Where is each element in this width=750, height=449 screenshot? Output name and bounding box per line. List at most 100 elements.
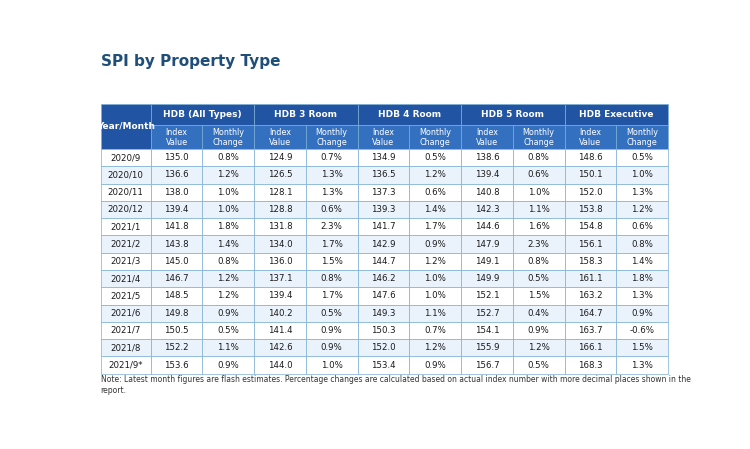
Bar xyxy=(616,304,668,322)
Bar xyxy=(358,218,410,235)
Bar xyxy=(151,125,202,149)
Text: Monthly
Change: Monthly Change xyxy=(419,128,452,147)
Bar xyxy=(565,184,616,201)
Text: 139.4: 139.4 xyxy=(164,205,189,214)
Text: 0.8%: 0.8% xyxy=(632,239,653,249)
Bar xyxy=(410,184,461,201)
Text: 142.3: 142.3 xyxy=(475,205,500,214)
Bar xyxy=(616,218,668,235)
Bar xyxy=(565,149,616,166)
Text: 2021/8: 2021/8 xyxy=(110,343,141,352)
Text: 134.9: 134.9 xyxy=(371,153,396,162)
Bar xyxy=(151,253,202,270)
Text: 0.9%: 0.9% xyxy=(321,343,343,352)
Bar xyxy=(565,235,616,253)
Text: 137.1: 137.1 xyxy=(268,274,292,283)
Bar xyxy=(461,149,513,166)
Text: 1.2%: 1.2% xyxy=(217,170,239,180)
Text: 0.5%: 0.5% xyxy=(528,361,550,370)
Text: 131.8: 131.8 xyxy=(268,222,292,231)
Bar xyxy=(461,270,513,287)
Bar xyxy=(254,184,306,201)
Text: 1.2%: 1.2% xyxy=(217,291,239,300)
Text: Index
Value: Index Value xyxy=(373,128,394,147)
Text: 1.2%: 1.2% xyxy=(632,205,653,214)
Bar xyxy=(410,125,461,149)
Bar xyxy=(202,235,254,253)
Bar xyxy=(513,218,565,235)
Text: 155.9: 155.9 xyxy=(475,343,500,352)
Bar xyxy=(202,287,254,304)
Bar xyxy=(513,304,565,322)
Bar xyxy=(461,253,513,270)
Text: 156.1: 156.1 xyxy=(578,239,603,249)
Text: Monthly
Change: Monthly Change xyxy=(523,128,555,147)
Bar xyxy=(202,339,254,357)
Text: 1.1%: 1.1% xyxy=(424,308,446,318)
Text: 0.5%: 0.5% xyxy=(321,308,343,318)
Bar xyxy=(461,339,513,357)
Text: 0.5%: 0.5% xyxy=(217,326,239,335)
Text: 139.4: 139.4 xyxy=(268,291,292,300)
Text: 0.7%: 0.7% xyxy=(321,153,343,162)
Text: -0.6%: -0.6% xyxy=(630,326,655,335)
Bar xyxy=(410,339,461,357)
Text: 2020/10: 2020/10 xyxy=(108,170,143,180)
Bar xyxy=(565,270,616,287)
Text: 0.6%: 0.6% xyxy=(632,222,653,231)
Bar xyxy=(616,253,668,270)
Bar xyxy=(254,304,306,322)
Text: 1.0%: 1.0% xyxy=(424,274,446,283)
Text: HDB (All Types): HDB (All Types) xyxy=(163,110,242,119)
Bar xyxy=(100,339,151,357)
Text: Note: Latest month figures are flash estimates. Percentage changes are calculate: Note: Latest month figures are flash est… xyxy=(100,375,691,395)
Bar xyxy=(461,218,513,235)
Text: 140.8: 140.8 xyxy=(475,188,500,197)
Bar xyxy=(306,253,358,270)
Text: 2021/5: 2021/5 xyxy=(110,291,141,300)
Text: 1.0%: 1.0% xyxy=(424,291,446,300)
Text: 0.5%: 0.5% xyxy=(632,153,653,162)
Text: 124.9: 124.9 xyxy=(268,153,292,162)
Bar xyxy=(202,357,254,374)
Bar xyxy=(461,287,513,304)
Bar xyxy=(151,339,202,357)
Bar xyxy=(358,166,410,184)
Text: 1.1%: 1.1% xyxy=(528,205,550,214)
Bar xyxy=(565,357,616,374)
Text: 147.6: 147.6 xyxy=(371,291,396,300)
Text: 134.0: 134.0 xyxy=(268,239,292,249)
Bar xyxy=(616,270,668,287)
Bar xyxy=(358,357,410,374)
Text: 2021/1: 2021/1 xyxy=(110,222,141,231)
Bar xyxy=(616,201,668,218)
Text: 0.6%: 0.6% xyxy=(528,170,550,180)
Bar xyxy=(358,304,410,322)
Bar xyxy=(151,201,202,218)
Text: 0.9%: 0.9% xyxy=(632,308,653,318)
Text: 139.4: 139.4 xyxy=(475,170,500,180)
Text: 1.2%: 1.2% xyxy=(424,343,446,352)
Bar xyxy=(358,339,410,357)
Bar xyxy=(358,201,410,218)
Text: Index
Value: Index Value xyxy=(476,128,498,147)
Bar xyxy=(151,166,202,184)
Bar xyxy=(151,235,202,253)
Bar xyxy=(202,253,254,270)
Bar xyxy=(254,104,358,125)
Text: 146.7: 146.7 xyxy=(164,274,189,283)
Text: 1.4%: 1.4% xyxy=(632,257,653,266)
Text: 126.5: 126.5 xyxy=(268,170,292,180)
Bar xyxy=(565,287,616,304)
Bar xyxy=(254,322,306,339)
Text: 2.3%: 2.3% xyxy=(528,239,550,249)
Text: 141.8: 141.8 xyxy=(164,222,189,231)
Bar xyxy=(410,357,461,374)
Bar xyxy=(410,218,461,235)
Bar xyxy=(461,357,513,374)
Bar xyxy=(306,201,358,218)
Bar xyxy=(151,304,202,322)
Text: 1.2%: 1.2% xyxy=(424,170,446,180)
Text: Monthly
Change: Monthly Change xyxy=(626,128,658,147)
Text: 153.4: 153.4 xyxy=(371,361,396,370)
